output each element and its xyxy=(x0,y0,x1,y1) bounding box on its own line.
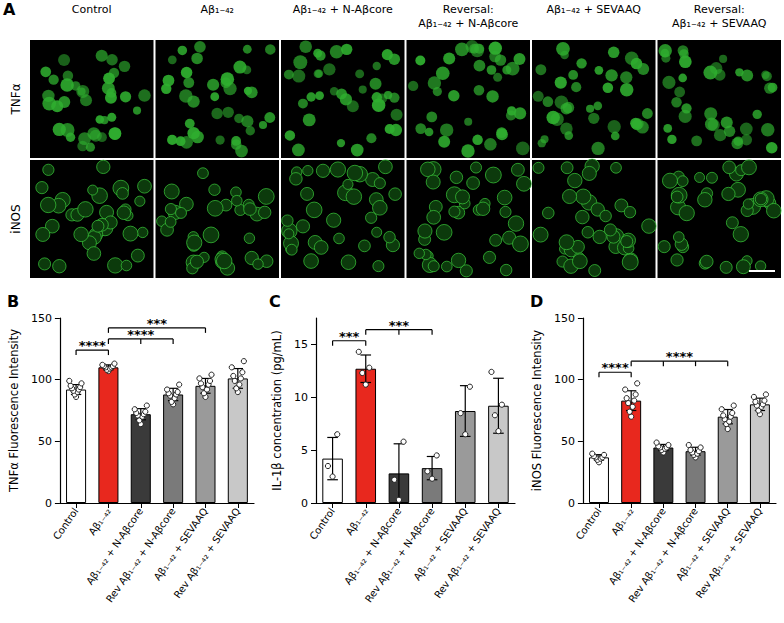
svg-text:D: D xyxy=(530,292,543,311)
svg-text:Control: Control xyxy=(72,3,112,16)
svg-text:Aβ₁₋₄₂: Aβ₁₋₄₂ xyxy=(609,506,636,537)
svg-text:Rev Aβ₁₋₄₂ + N-Aβcore: Rev Aβ₁₋₄₂ + N-Aβcore xyxy=(626,505,700,605)
svg-text:Rev Aβ₁₋₄₂ + N-Aβcore: Rev Aβ₁₋₄₂ + N-Aβcore xyxy=(103,505,178,605)
svg-text:Rev Aβ₁₋₄₂ + N-Aβcore: Rev Aβ₁₋₄₂ + N-Aβcore xyxy=(362,505,437,605)
svg-text:Aβ₁₋₄₂ + SEVAAQ: Aβ₁₋₄₂ + SEVAAQ xyxy=(674,506,732,583)
svg-text:15: 15 xyxy=(294,338,308,351)
svg-text:150: 150 xyxy=(554,312,575,325)
svg-text:***: *** xyxy=(389,318,410,333)
svg-text:Control: Control xyxy=(574,506,604,542)
svg-text:A: A xyxy=(3,0,16,19)
svg-text:Aβ₁₋₄₂ + N-Aβcore: Aβ₁₋₄₂ + N-Aβcore xyxy=(418,17,518,30)
svg-text:Aβ₁₋₄₂: Aβ₁₋₄₂ xyxy=(344,506,371,537)
svg-text:B: B xyxy=(7,292,19,311)
svg-text:Aβ₁₋₄₂ + N-Aβcore: Aβ₁₋₄₂ + N-Aβcore xyxy=(607,506,668,587)
svg-text:***: *** xyxy=(339,329,360,344)
svg-text:Rev Aβ₁₋₄₂ + SEVAAQ: Rev Aβ₁₋₄₂ + SEVAAQ xyxy=(172,506,243,600)
svg-text:***: *** xyxy=(147,316,168,331)
svg-text:Control: Control xyxy=(307,506,337,542)
svg-text:0: 0 xyxy=(568,497,575,510)
svg-text:Aβ₁₋₄₂: Aβ₁₋₄₂ xyxy=(200,3,234,16)
svg-text:50: 50 xyxy=(561,435,575,448)
svg-text:****: **** xyxy=(601,360,628,375)
svg-text:****: **** xyxy=(666,349,693,364)
svg-text:TNFα: TNFα xyxy=(9,83,23,115)
svg-text:Aβ₁₋₄₂ + SEVAAQ: Aβ₁₋₄₂ + SEVAAQ xyxy=(672,17,767,30)
svg-text:Control: Control xyxy=(51,506,81,542)
svg-text:Reversal:: Reversal: xyxy=(694,3,745,16)
svg-text:Aβ₁₋₄₂ + N-Aβcore: Aβ₁₋₄₂ + N-Aβcore xyxy=(84,506,145,587)
svg-text:Rev Aβ₁₋₄₂ + SEVAAQ: Rev Aβ₁₋₄₂ + SEVAAQ xyxy=(432,506,503,600)
svg-text:Reversal:: Reversal: xyxy=(443,3,494,16)
svg-text:C: C xyxy=(269,292,281,311)
svg-text:100: 100 xyxy=(554,373,575,386)
svg-text:Aβ₁₋₄₂ + SEVAAQ: Aβ₁₋₄₂ + SEVAAQ xyxy=(547,3,642,16)
svg-text:0: 0 xyxy=(301,497,308,510)
svg-text:****: **** xyxy=(79,338,106,353)
svg-text:0: 0 xyxy=(45,497,52,510)
svg-text:TNFα Fluorescence Intensity: TNFα Fluorescence Intensity xyxy=(7,329,21,493)
svg-text:5: 5 xyxy=(301,444,308,457)
svg-text:100: 100 xyxy=(31,373,52,386)
svg-text:Aβ₁₋₄₂ + SEVAAQ: Aβ₁₋₄₂ + SEVAAQ xyxy=(152,506,210,583)
svg-text:iNOS Fluorescence Intensity: iNOS Fluorescence Intensity xyxy=(530,330,544,491)
svg-text:Aβ₁₋₄₂ + N-Aβcore: Aβ₁₋₄₂ + N-Aβcore xyxy=(293,3,393,16)
svg-text:150: 150 xyxy=(31,312,52,325)
svg-text:10: 10 xyxy=(294,391,308,404)
svg-text:Aβ₁₋₄₂ + N-Aβcore: Aβ₁₋₄₂ + N-Aβcore xyxy=(342,506,403,587)
svg-text:Aβ₁₋₄₂: Aβ₁₋₄₂ xyxy=(86,506,113,537)
svg-text:Rev Aβ₁₋₄₂ + SEVAAQ: Rev Aβ₁₋₄₂ + SEVAAQ xyxy=(694,506,765,600)
svg-text:iNOS: iNOS xyxy=(9,204,23,233)
svg-text:50: 50 xyxy=(38,435,52,448)
svg-text:IL-1β concentration (pg/mL): IL-1β concentration (pg/mL) xyxy=(270,330,284,490)
